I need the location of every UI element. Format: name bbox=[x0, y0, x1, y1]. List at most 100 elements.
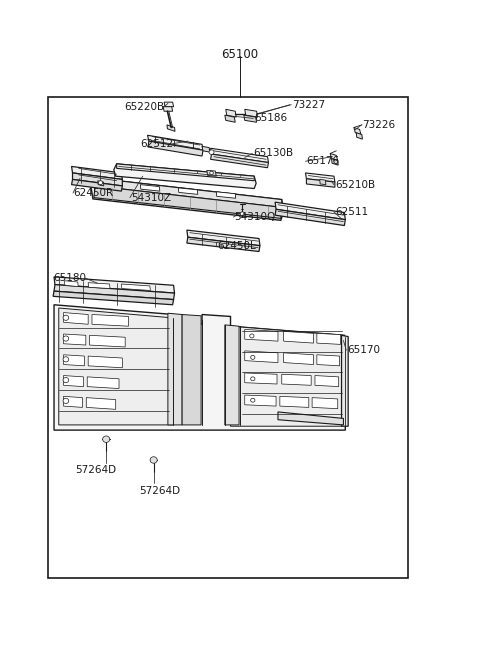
Polygon shape bbox=[164, 102, 174, 107]
Text: 62450L: 62450L bbox=[217, 241, 256, 252]
Polygon shape bbox=[317, 355, 340, 365]
Polygon shape bbox=[163, 107, 173, 111]
Text: 54310Z: 54310Z bbox=[131, 193, 171, 202]
Polygon shape bbox=[275, 202, 345, 219]
Polygon shape bbox=[54, 305, 345, 430]
Ellipse shape bbox=[98, 181, 103, 185]
Text: 62511: 62511 bbox=[335, 207, 368, 217]
Polygon shape bbox=[284, 353, 313, 365]
Text: 57264D: 57264D bbox=[75, 466, 116, 476]
Ellipse shape bbox=[63, 315, 69, 320]
Polygon shape bbox=[54, 285, 175, 299]
Polygon shape bbox=[187, 230, 260, 246]
Polygon shape bbox=[280, 396, 309, 407]
Polygon shape bbox=[225, 115, 235, 122]
Polygon shape bbox=[211, 154, 268, 168]
Polygon shape bbox=[72, 173, 122, 186]
Polygon shape bbox=[167, 125, 175, 132]
Polygon shape bbox=[245, 395, 276, 406]
Polygon shape bbox=[63, 334, 86, 345]
Polygon shape bbox=[245, 329, 278, 341]
Ellipse shape bbox=[63, 398, 69, 403]
Polygon shape bbox=[96, 178, 282, 208]
Polygon shape bbox=[148, 141, 203, 156]
Ellipse shape bbox=[103, 436, 110, 442]
Polygon shape bbox=[332, 159, 338, 165]
Polygon shape bbox=[330, 153, 338, 160]
Polygon shape bbox=[245, 109, 258, 117]
Polygon shape bbox=[284, 331, 313, 343]
Polygon shape bbox=[317, 333, 341, 345]
Ellipse shape bbox=[150, 457, 157, 463]
Polygon shape bbox=[64, 281, 78, 287]
Polygon shape bbox=[114, 164, 256, 189]
Polygon shape bbox=[244, 115, 257, 122]
Polygon shape bbox=[354, 128, 361, 135]
Text: 65100: 65100 bbox=[221, 48, 259, 61]
Text: 65176: 65176 bbox=[306, 157, 339, 166]
Polygon shape bbox=[342, 335, 348, 426]
Polygon shape bbox=[179, 188, 198, 195]
Polygon shape bbox=[90, 335, 125, 347]
Polygon shape bbox=[226, 109, 236, 117]
Polygon shape bbox=[312, 398, 338, 409]
Polygon shape bbox=[53, 291, 174, 305]
Polygon shape bbox=[140, 185, 160, 191]
Text: 73226: 73226 bbox=[362, 120, 396, 130]
Text: 65170: 65170 bbox=[347, 345, 380, 355]
Text: 65210B: 65210B bbox=[335, 179, 375, 189]
Polygon shape bbox=[91, 178, 284, 220]
Polygon shape bbox=[63, 312, 88, 324]
Ellipse shape bbox=[240, 212, 244, 215]
Polygon shape bbox=[63, 396, 83, 407]
Polygon shape bbox=[94, 186, 282, 218]
Polygon shape bbox=[182, 314, 201, 425]
Text: 73227: 73227 bbox=[292, 100, 325, 111]
Polygon shape bbox=[92, 314, 129, 326]
Polygon shape bbox=[202, 146, 210, 152]
Polygon shape bbox=[207, 170, 216, 176]
Text: 62450R: 62450R bbox=[73, 188, 113, 198]
Polygon shape bbox=[86, 398, 116, 409]
Polygon shape bbox=[88, 283, 110, 289]
Ellipse shape bbox=[250, 334, 254, 338]
Polygon shape bbox=[315, 375, 339, 386]
Polygon shape bbox=[216, 192, 236, 198]
Polygon shape bbox=[72, 179, 122, 191]
Text: 62512: 62512 bbox=[141, 139, 174, 149]
Ellipse shape bbox=[209, 150, 214, 155]
Polygon shape bbox=[305, 173, 335, 182]
Ellipse shape bbox=[63, 377, 69, 383]
Polygon shape bbox=[356, 133, 362, 139]
Polygon shape bbox=[245, 351, 278, 363]
Polygon shape bbox=[187, 237, 260, 252]
Polygon shape bbox=[278, 412, 343, 425]
Bar bbox=[48, 97, 408, 578]
Polygon shape bbox=[245, 373, 277, 384]
Ellipse shape bbox=[251, 356, 255, 360]
Polygon shape bbox=[117, 164, 254, 181]
Polygon shape bbox=[306, 179, 335, 187]
Ellipse shape bbox=[251, 377, 255, 381]
Text: 65180: 65180 bbox=[53, 273, 86, 283]
Polygon shape bbox=[147, 136, 203, 150]
Polygon shape bbox=[54, 277, 175, 293]
Text: 65186: 65186 bbox=[254, 113, 288, 123]
Ellipse shape bbox=[210, 172, 213, 174]
Polygon shape bbox=[72, 166, 122, 179]
Polygon shape bbox=[282, 374, 311, 385]
Text: 65220B: 65220B bbox=[124, 102, 164, 112]
Polygon shape bbox=[63, 375, 84, 386]
Polygon shape bbox=[225, 325, 239, 425]
Polygon shape bbox=[320, 179, 326, 185]
Polygon shape bbox=[87, 377, 119, 388]
Text: 54310Q: 54310Q bbox=[234, 212, 276, 222]
Polygon shape bbox=[63, 355, 84, 365]
Text: 57264D: 57264D bbox=[139, 486, 180, 496]
Polygon shape bbox=[275, 210, 345, 225]
Ellipse shape bbox=[63, 357, 69, 362]
Polygon shape bbox=[97, 181, 104, 186]
Ellipse shape bbox=[63, 336, 69, 341]
Polygon shape bbox=[230, 326, 342, 426]
Polygon shape bbox=[59, 308, 173, 425]
